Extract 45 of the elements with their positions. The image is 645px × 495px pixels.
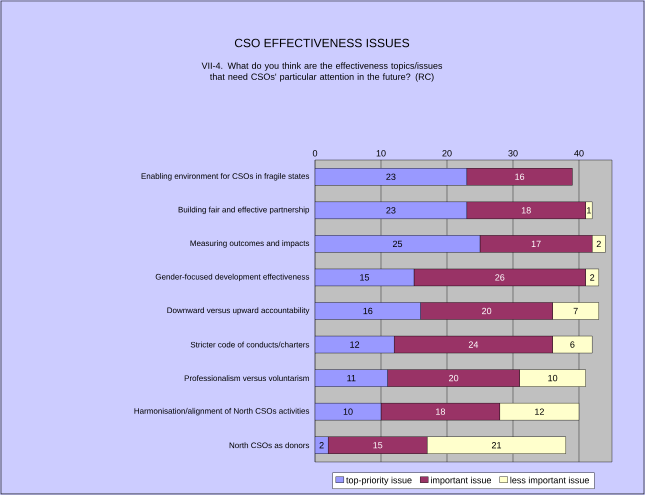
legend-label: top-priority issue — [346, 476, 412, 486]
y-tick-label: Stricter code of conducts/charters — [190, 342, 310, 348]
data-label: 12 — [535, 408, 544, 415]
y-tick-label: Downward versus upward accountability — [167, 307, 310, 315]
x-tick-label: 20 — [442, 150, 452, 156]
y-tick-label: Harmonisation/alignment of North CSOs activities — [134, 408, 310, 416]
data-label: 2 — [596, 240, 601, 248]
data-label: 16 — [515, 174, 524, 180]
y-tick-label: Building fair and effective partnership — [178, 206, 310, 214]
data-label: 6 — [570, 341, 575, 348]
data-label: 21 — [492, 442, 502, 448]
data-label: 2 — [320, 442, 324, 448]
data-label: 20 — [449, 374, 458, 382]
chart-subtitle: VII-4. What do you think are the effectiveness topics/issues that need CSOs' particular attention in the future? (RC) — [202, 62, 442, 82]
x-tick-label: 30 — [508, 150, 518, 156]
data-label: 2 — [590, 274, 594, 281]
data-label: 20 — [482, 308, 492, 314]
data-label: 1 — [587, 207, 591, 214]
data-label: 17 — [532, 240, 541, 247]
x-tick-label: 0 — [312, 150, 318, 156]
y-tick-label: Gender-focused development effectiveness — [156, 274, 310, 282]
data-label: 15 — [360, 274, 370, 281]
data-label: 23 — [386, 174, 396, 180]
legend-label: less important issue — [510, 476, 589, 486]
data-label: 10 — [548, 374, 558, 382]
x-tick-label: 40 — [574, 150, 584, 156]
y-tick-label: Professionalism versus voluntarism — [184, 375, 309, 382]
y-tick-label: Measuring outcomes and impacts — [190, 240, 310, 248]
data-label: 18 — [522, 207, 531, 214]
data-label: 24 — [468, 341, 478, 348]
data-label: 11 — [347, 375, 356, 382]
data-label: 10 — [344, 408, 353, 415]
legend-label: important issue — [431, 476, 492, 486]
data-label: 18 — [436, 408, 446, 415]
data-label: 15 — [373, 442, 382, 448]
y-tick-label: Enabling environment for CSOs in fragile states — [142, 173, 310, 181]
data-label: 23 — [386, 207, 396, 214]
data-label: 7 — [574, 308, 578, 314]
chart-title: CSO EFFECTIVENESS ISSUES — [234, 38, 410, 48]
y-tick-label: North CSOs as donors — [230, 442, 310, 448]
data-label: 12 — [350, 341, 360, 348]
x-tick-label: 10 — [376, 150, 386, 156]
data-label: 25 — [392, 240, 402, 248]
data-label: 26 — [495, 274, 504, 281]
data-label: 16 — [363, 308, 372, 314]
